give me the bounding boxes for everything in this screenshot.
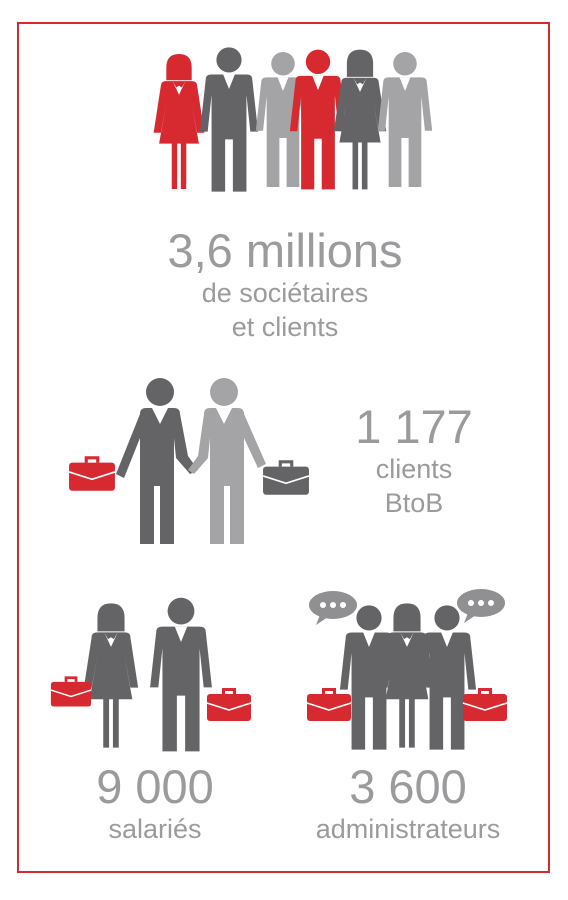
crowd-icon bbox=[153, 47, 433, 192]
btob-label-line1: clients bbox=[375, 454, 453, 484]
directors-icon bbox=[306, 589, 508, 750]
employees-label: salariés bbox=[108, 814, 202, 844]
employees-icon bbox=[50, 597, 252, 752]
employees-value: 9 000 bbox=[96, 760, 214, 813]
btob-value: 1 177 bbox=[355, 400, 473, 453]
members-label-line1: de sociétaires bbox=[201, 278, 369, 308]
infographic-frame bbox=[17, 22, 550, 873]
members-value: 3,6 millions bbox=[167, 224, 403, 277]
handshake-icon bbox=[68, 378, 310, 544]
members-label-line2: et clients bbox=[231, 312, 339, 342]
btob-label-line2: BtoB bbox=[384, 488, 444, 518]
directors-value: 3 600 bbox=[349, 760, 467, 813]
directors-label: administrateurs bbox=[315, 814, 501, 844]
